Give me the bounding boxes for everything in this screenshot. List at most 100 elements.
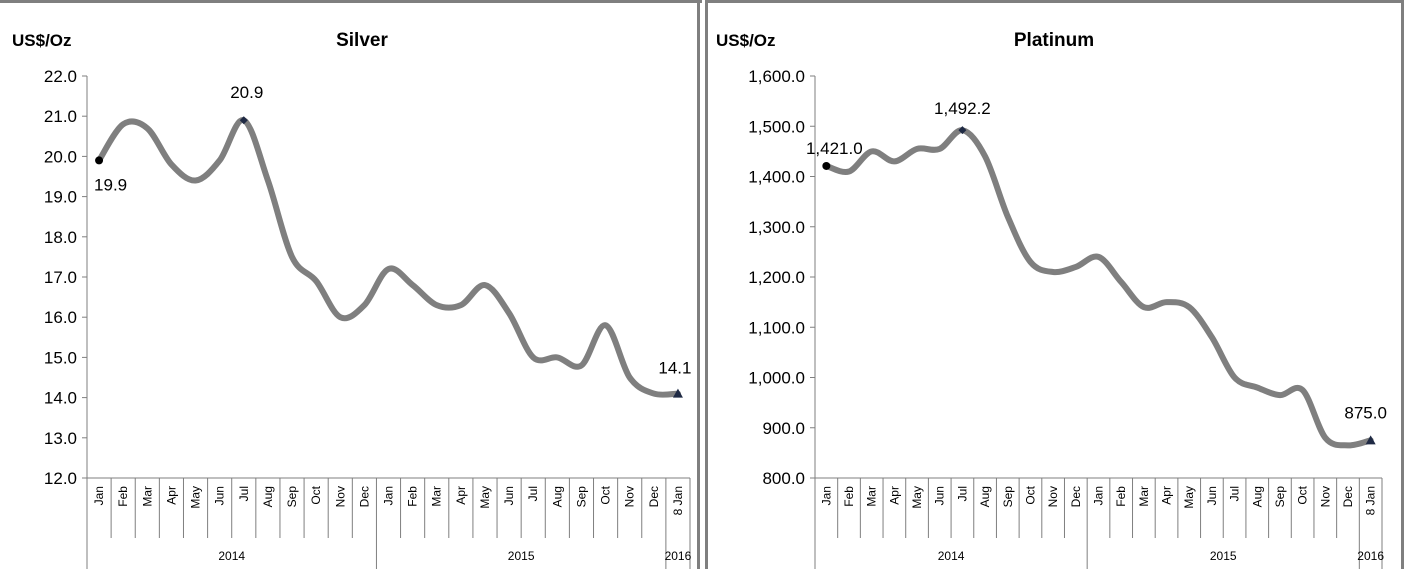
frame-divider-right	[705, 0, 708, 569]
data-point	[194, 179, 198, 183]
x-tick-label: Apr	[1160, 486, 1174, 505]
y-tick-label: 1,100.0	[748, 318, 805, 337]
silver-chart: US$/Oz Silver 12.0 13.0 14.0 15.0 16.0 17.0 18.0…	[12, 30, 692, 569]
x-tick-label: Oct	[309, 485, 323, 504]
data-point	[1301, 388, 1305, 392]
x-tick-label: Sep	[1001, 486, 1015, 508]
data-point	[915, 147, 919, 151]
y-tick-label: 18.0	[44, 228, 77, 247]
x-tick-label: Jun	[213, 486, 227, 505]
frame-top-left	[0, 0, 702, 3]
frame-divider-left	[697, 0, 700, 569]
x-tick-label: May	[189, 486, 203, 509]
x-tick-label: Feb	[842, 486, 856, 507]
data-point	[1006, 215, 1010, 219]
start-marker	[95, 156, 104, 165]
data-point	[1119, 280, 1123, 284]
platinum-chart: US$/Oz Platinum 800.0 900.0 1,000.0 1,100.0 1,…	[716, 30, 1387, 569]
data-point	[459, 303, 463, 307]
x-tick-label: Apr	[887, 486, 901, 505]
data-point	[387, 267, 390, 271]
start-marker	[822, 161, 831, 170]
data-point	[983, 154, 987, 158]
end-marker	[1365, 435, 1376, 445]
x-year-label: 2016	[665, 549, 692, 563]
x-tick-label: May	[478, 486, 492, 509]
x-tick-label: Jun	[502, 486, 516, 505]
y-tick-label: 800.0	[762, 469, 805, 488]
y-tick-label: 15.0	[44, 348, 77, 367]
x-tick-label: Aug	[550, 486, 564, 507]
data-label: 19.9	[94, 175, 127, 194]
data-point	[1097, 255, 1100, 259]
y-unit-label: US$/Oz	[12, 31, 72, 50]
data-point	[507, 311, 511, 315]
y-tick-label: 22.0	[44, 67, 77, 86]
x-tick-label: 8 Jan	[671, 486, 685, 515]
x-tick-label: Mar	[1137, 486, 1151, 507]
x-year-label: 2016	[1357, 549, 1384, 563]
data-point	[531, 355, 535, 359]
data-point	[1278, 393, 1282, 397]
y-tick-label: 16.0	[44, 308, 77, 327]
x-tick-label: Apr	[164, 486, 178, 505]
data-point	[1165, 300, 1169, 304]
frame-top-right	[705, 0, 1404, 3]
data-point	[483, 283, 487, 287]
data-point	[338, 315, 342, 319]
data-point	[435, 303, 439, 307]
x-tick-label: Feb	[1114, 486, 1128, 507]
data-label: 14.1	[658, 359, 691, 378]
data-point	[1074, 265, 1078, 269]
peak-marker	[239, 116, 248, 125]
y-tick-label: 13.0	[44, 429, 77, 448]
data-point	[652, 392, 656, 396]
x-tick-label: Oct	[599, 485, 613, 504]
data-point	[1051, 270, 1055, 274]
x-tick-label: Sep	[1273, 486, 1287, 508]
x-tick-label: Dec	[357, 486, 371, 507]
data-point	[121, 122, 125, 126]
x-year-label: 2014	[218, 549, 245, 563]
data-label: 20.9	[230, 83, 263, 102]
x-tick-label: Feb	[406, 486, 420, 507]
x-tick-label: Sep	[574, 486, 588, 508]
data-point	[1028, 260, 1032, 264]
data-point	[628, 376, 632, 379]
x-tick-label: Oct	[1023, 485, 1037, 504]
series-line	[96, 117, 681, 398]
chart-title: Platinum	[1014, 30, 1094, 51]
x-tick-label: Jan	[819, 486, 833, 505]
x-tick-label: Jan	[1092, 486, 1106, 505]
data-point	[169, 162, 173, 166]
x-tick-label: Oct	[1296, 485, 1310, 504]
x-tick-label: Jan	[92, 486, 106, 505]
x-tick-label: Jul	[526, 486, 540, 501]
x-tick-label: Dec	[647, 486, 661, 507]
data-point	[362, 303, 366, 307]
data-point	[1142, 305, 1146, 309]
y-tick-label: 19.0	[44, 188, 77, 207]
x-year-label: 2015	[508, 549, 535, 563]
y-tick-label: 20.0	[44, 147, 77, 166]
frame-right-edge	[1401, 0, 1404, 569]
data-point	[314, 279, 318, 283]
x-tick-label: Feb	[116, 486, 130, 507]
x-tick-label: 8 Jan	[1364, 486, 1378, 515]
data-point	[1233, 376, 1237, 379]
x-year-label: 2015	[1210, 549, 1237, 563]
y-tick-label: 900.0	[762, 419, 805, 438]
data-point	[555, 355, 559, 359]
x-tick-label: Jan	[382, 486, 396, 505]
x-tick-label: Jul	[237, 486, 251, 501]
x-tick-label: Sep	[285, 486, 299, 508]
data-label: 1,492.2	[934, 99, 991, 118]
y-tick-label: 1,000.0	[748, 369, 805, 388]
data-point	[145, 126, 149, 130]
data-point	[218, 158, 222, 162]
data-point	[938, 147, 942, 151]
data-point	[847, 169, 851, 173]
y-tick-label: 1,400.0	[748, 168, 805, 187]
data-point	[266, 179, 270, 183]
x-tick-label: Dec	[1069, 486, 1083, 507]
